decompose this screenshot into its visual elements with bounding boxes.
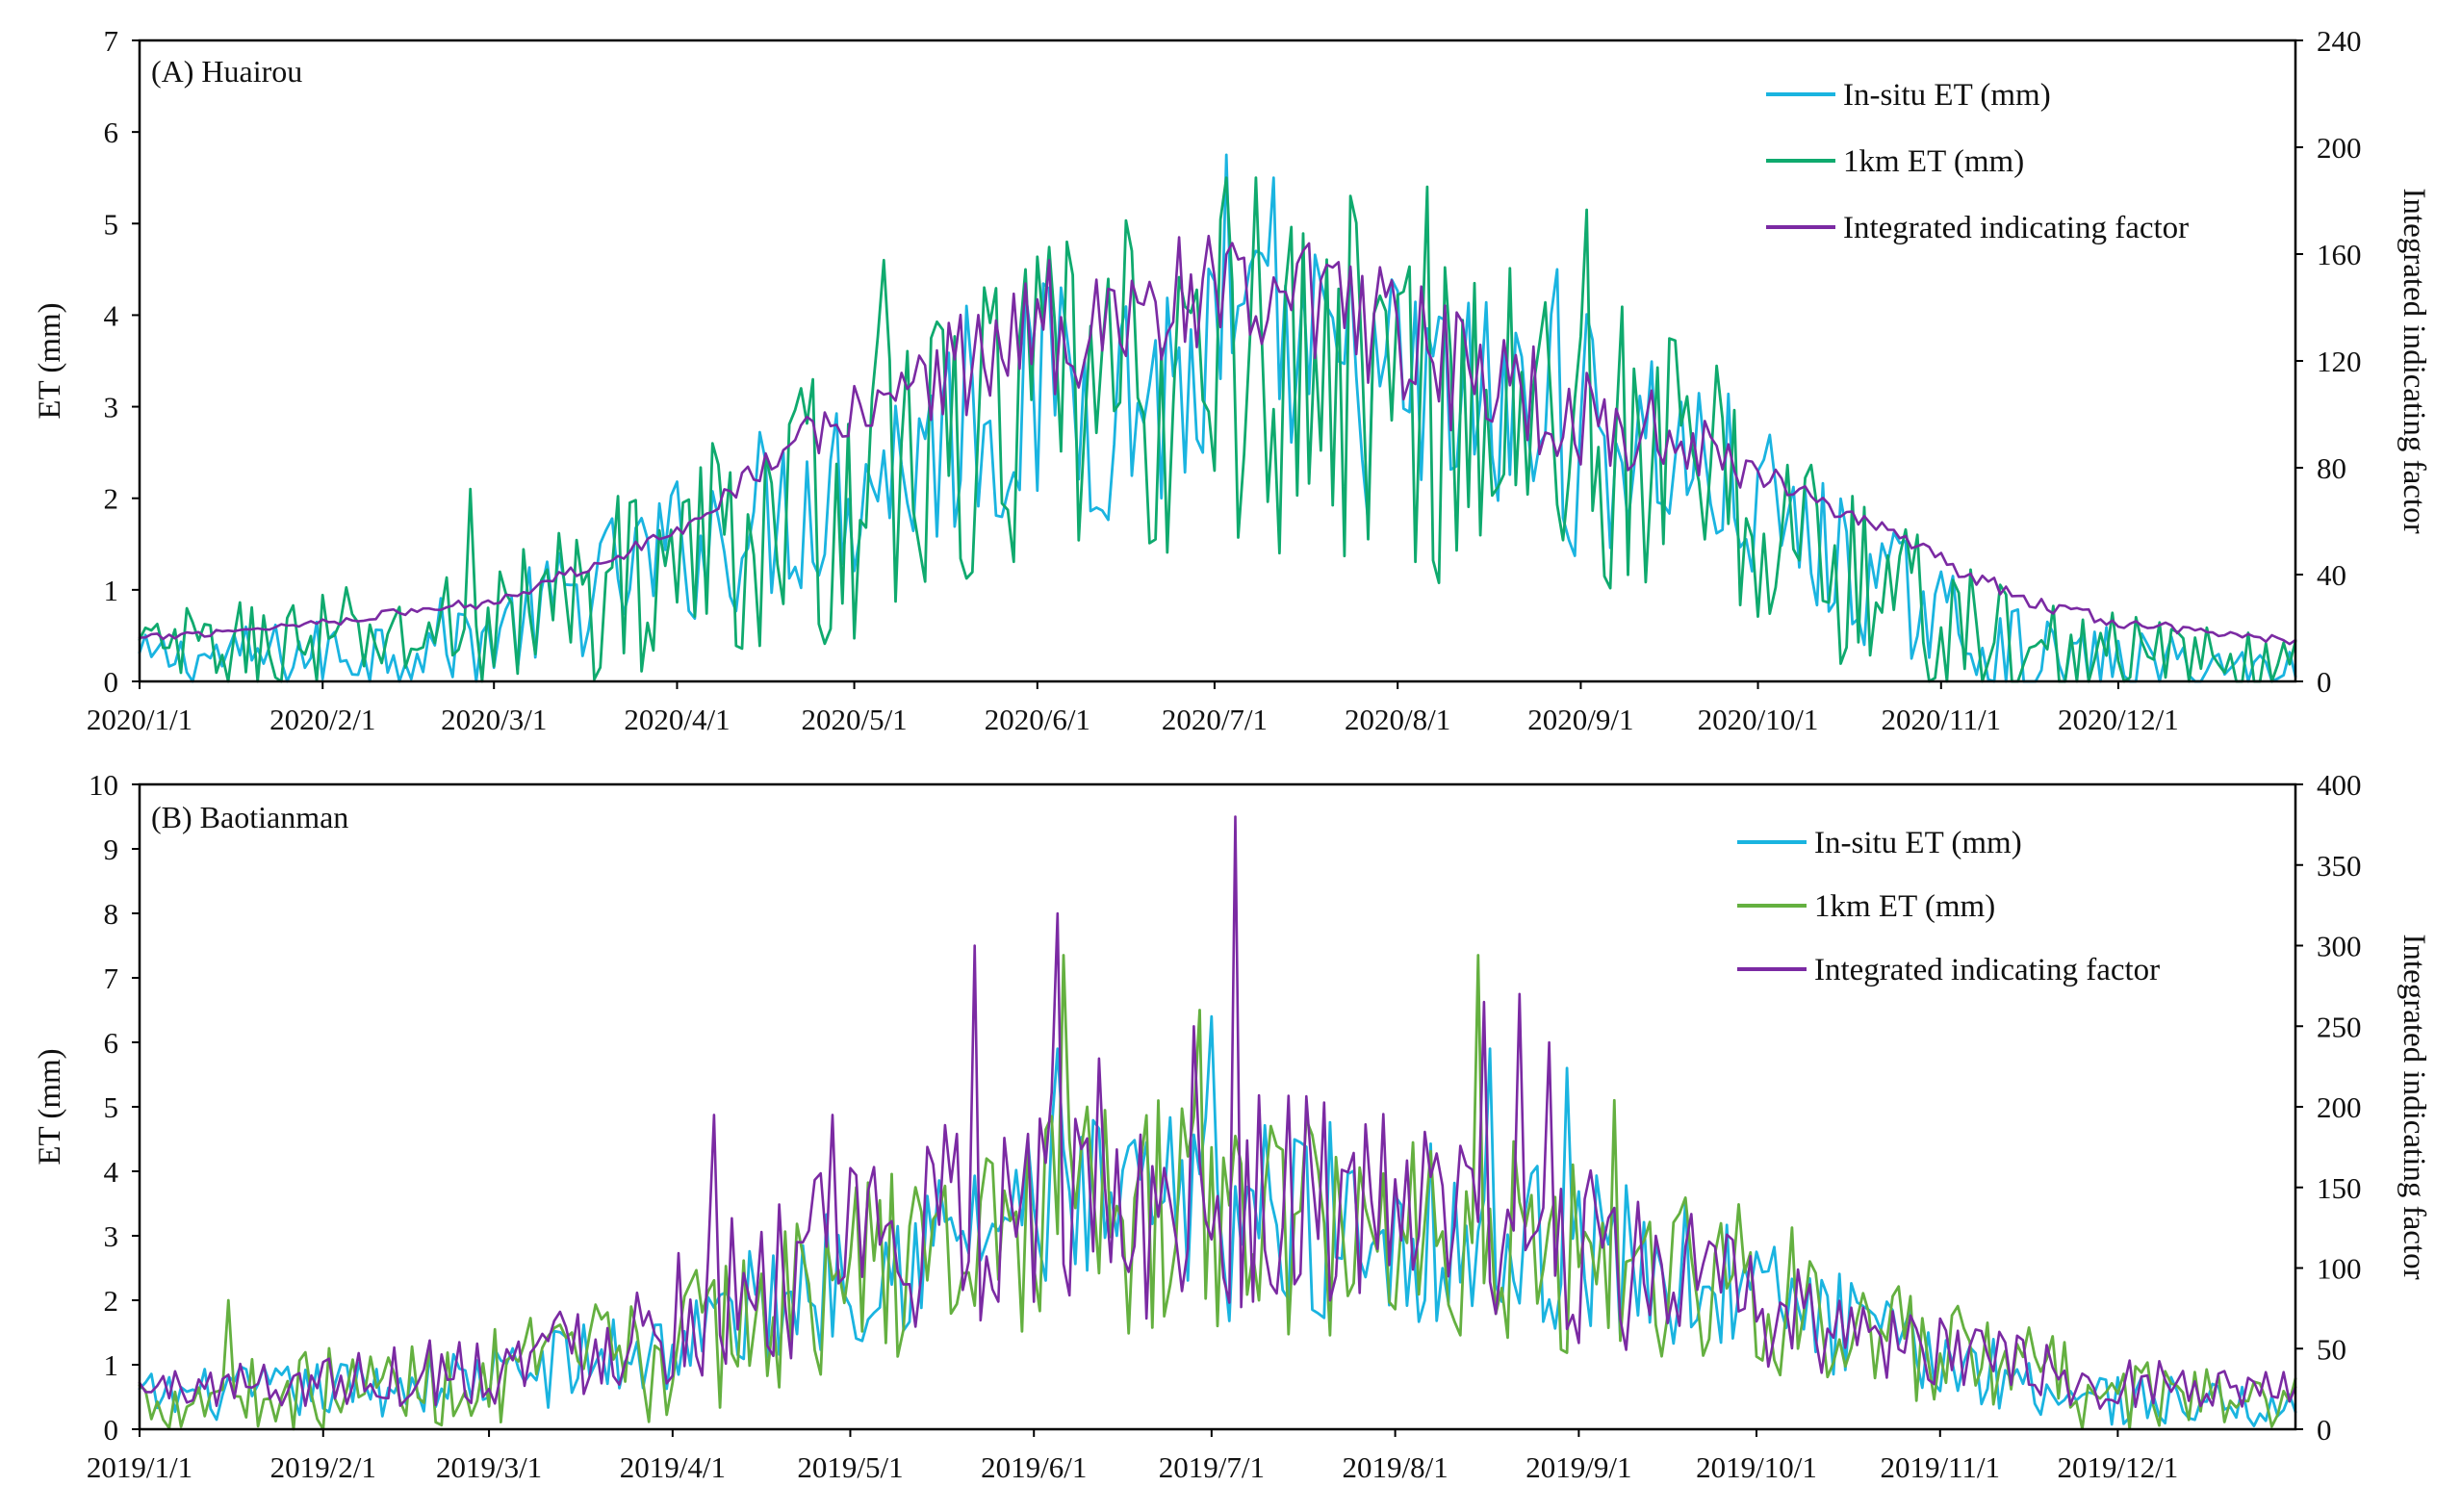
plot-frame [138, 782, 2297, 1431]
x-tick-label: 2019/12/1 [2058, 1450, 2179, 1484]
x-tick-label: 2020/8/1 [1345, 703, 1450, 736]
x-tick-label: 2020/12/1 [2058, 703, 2179, 736]
x-tick-label: 2019/10/1 [1696, 1450, 1817, 1484]
y-tick-label: 6 [104, 115, 119, 149]
x-tick-label: 2019/4/1 [620, 1450, 726, 1484]
legend-label: In-situ ET (mm) [1843, 78, 2051, 113]
y2-tick-label: 80 [2317, 451, 2346, 485]
y-tick-label: 4 [104, 298, 119, 332]
legend-label: Integrated indicating factor [1814, 953, 2160, 987]
y2-tick-label: 50 [2317, 1332, 2346, 1366]
x-tick-label: 2020/6/1 [985, 703, 1090, 736]
x-tick-label: 2020/3/1 [441, 703, 547, 736]
legend: In-situ ET (mm) 1km ET (mm) Integrated ind… [1737, 826, 2160, 987]
x-tick-label: 2020/7/1 [1162, 703, 1268, 736]
x-tick-label: 2019/7/1 [1159, 1450, 1265, 1484]
x-tick-label: 2019/2/1 [270, 1450, 376, 1484]
y-tick-label: 9 [104, 833, 119, 866]
x-tick-label: 2019/1/1 [87, 1450, 192, 1484]
y-tick-label: 1 [104, 1348, 119, 1382]
x-tick-label: 2020/10/1 [1698, 703, 1819, 736]
x-tick-label: 2020/11/1 [1881, 703, 2001, 736]
panel-huairou: 0 1 2 3 4 5 6 7 0 40 80 120 160 200 240 2020/1/1 2020/2/… [33, 24, 2431, 736]
legend-label: In-situ ET (mm) [1814, 826, 2022, 860]
series-line-integrated-indicating-factor [138, 234, 2297, 646]
y-tick-label: 8 [104, 897, 119, 931]
legend-label: 1km ET (mm) [1814, 889, 1995, 924]
y2-tick-label: 0 [2317, 1413, 2332, 1447]
y-tick-label: 1 [104, 574, 119, 607]
x-tick-label: 2019/3/1 [436, 1450, 542, 1484]
panel-baotianman: 0123456789100501001502002503003504002019… [33, 768, 2431, 1484]
y2-tick-label: 150 [2317, 1171, 2362, 1205]
x-tick-label: 2020/4/1 [624, 703, 730, 736]
y-tick-label: 5 [104, 207, 119, 241]
y2-tick-label: 300 [2317, 930, 2362, 963]
series-line-1km-et-mm [138, 176, 2297, 683]
x-tick-label: 2019/9/1 [1525, 1450, 1631, 1484]
y-tick-label: 10 [89, 768, 118, 802]
y2-tick-label: 40 [2317, 558, 2346, 592]
y2-tick-label: 120 [2317, 345, 2362, 378]
legend-label: 1km ET (mm) [1843, 144, 2024, 179]
y2-tick-label: 0 [2317, 665, 2332, 699]
y-tick-label: 3 [104, 1219, 119, 1253]
legend: In-situ ET (mm) 1km ET (mm) Integrated ind… [1766, 78, 2189, 245]
y-tick-label: 5 [104, 1090, 119, 1124]
y2-tick-label: 250 [2317, 1010, 2362, 1043]
panel-title: (A) Huairou [151, 54, 302, 89]
y-tick-label: 0 [104, 665, 119, 699]
y-tick-label: 6 [104, 1026, 119, 1060]
y-tick-label: 0 [104, 1413, 119, 1447]
x-tick-label: 2020/9/1 [1527, 703, 1633, 736]
series-line-integrated-indicating-factor [138, 815, 2297, 1410]
y2-axis-label: Integrated indicating factor [2397, 934, 2431, 1279]
y-tick-label: 2 [104, 482, 119, 516]
y2-tick-label: 350 [2317, 849, 2362, 883]
x-tick-label: 2020/2/1 [269, 703, 375, 736]
x-tick-label: 2019/8/1 [1342, 1450, 1448, 1484]
series-line-1km-et-mm [138, 954, 2297, 1431]
y-tick-label: 7 [104, 961, 119, 995]
series-group [138, 153, 2297, 683]
x-tick-label: 2019/11/1 [1880, 1450, 2000, 1484]
y2-tick-label: 240 [2317, 24, 2362, 58]
series-group [138, 815, 2297, 1431]
y-tick-label: 3 [104, 391, 119, 424]
y-axis-label: ET (mm) [33, 302, 67, 419]
y2-tick-label: 200 [2317, 1090, 2362, 1124]
y-tick-label: 4 [104, 1155, 119, 1189]
x-tick-label: 2020/1/1 [87, 703, 192, 736]
y-tick-label: 7 [104, 24, 119, 58]
y2-tick-label: 100 [2317, 1252, 2362, 1286]
x-tick-label: 2019/6/1 [981, 1450, 1087, 1484]
y2-axis-label: Integrated indicating factor [2397, 188, 2431, 533]
x-tick-label: 2020/5/1 [801, 703, 907, 736]
y2-tick-label: 400 [2317, 768, 2362, 802]
y2-tick-label: 200 [2317, 131, 2362, 165]
y-tick-label: 2 [104, 1284, 119, 1318]
y2-tick-label: 160 [2317, 238, 2362, 271]
x-tick-label: 2019/5/1 [797, 1450, 903, 1484]
legend-label: Integrated indicating factor [1843, 211, 2189, 245]
panel-title: (B) Baotianman [151, 800, 348, 834]
y-axis-label: ET (mm) [33, 1048, 67, 1165]
